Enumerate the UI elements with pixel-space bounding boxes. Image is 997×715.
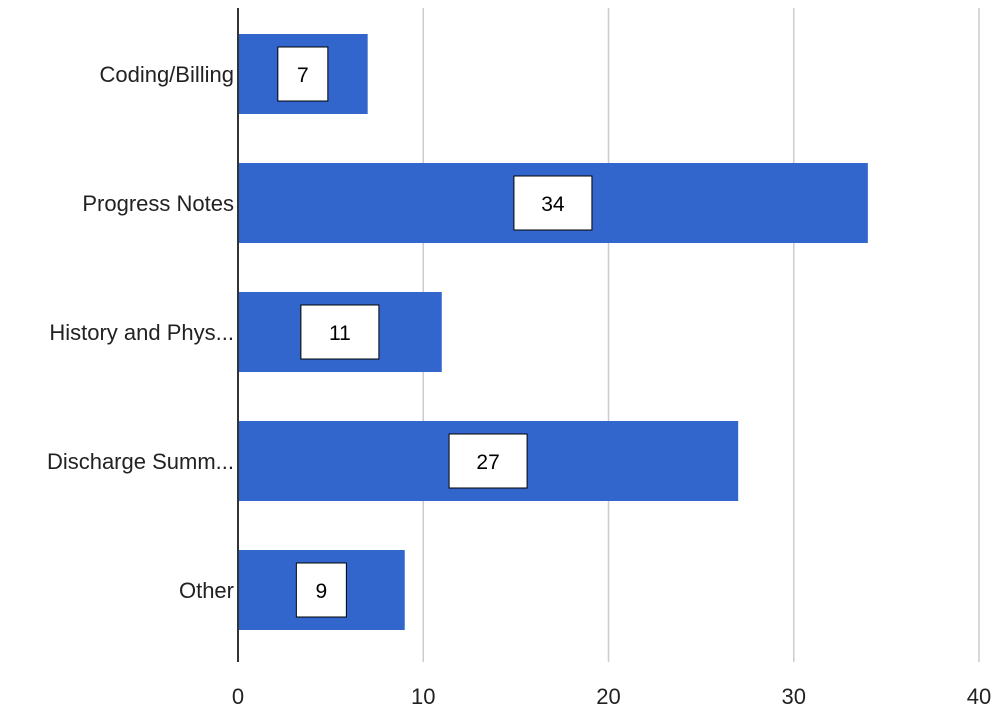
data-label: 7 <box>297 64 309 87</box>
x-tick-label: 30 <box>782 684 806 709</box>
category-label: Discharge Summ... <box>47 449 234 474</box>
data-labels: 7 34 11 27 9 <box>277 46 593 618</box>
data-label: 11 <box>329 322 351 345</box>
data-label-box <box>295 562 347 618</box>
data-label-box <box>277 46 329 102</box>
x-tick-label: 10 <box>411 684 435 709</box>
data-label: 27 <box>476 451 499 474</box>
data-label: 34 <box>541 193 565 216</box>
data-label: 9 <box>316 580 328 603</box>
category-label: Coding/Billing <box>99 62 234 87</box>
x-tick-label: 40 <box>967 684 991 709</box>
category-label: History and Phys... <box>49 320 234 345</box>
data-label-box <box>448 433 528 489</box>
x-tick-label: 0 <box>232 684 244 709</box>
data-label-box <box>513 175 593 231</box>
data-label-box <box>300 304 380 360</box>
category-label: Other <box>179 578 234 603</box>
axes: 0 10 20 30 40 Coding/Billing Progress Notes His… <box>47 8 991 709</box>
gridlines <box>422 8 980 662</box>
category-label: Progress Notes <box>82 191 234 216</box>
x-tick-label: 20 <box>596 684 620 709</box>
